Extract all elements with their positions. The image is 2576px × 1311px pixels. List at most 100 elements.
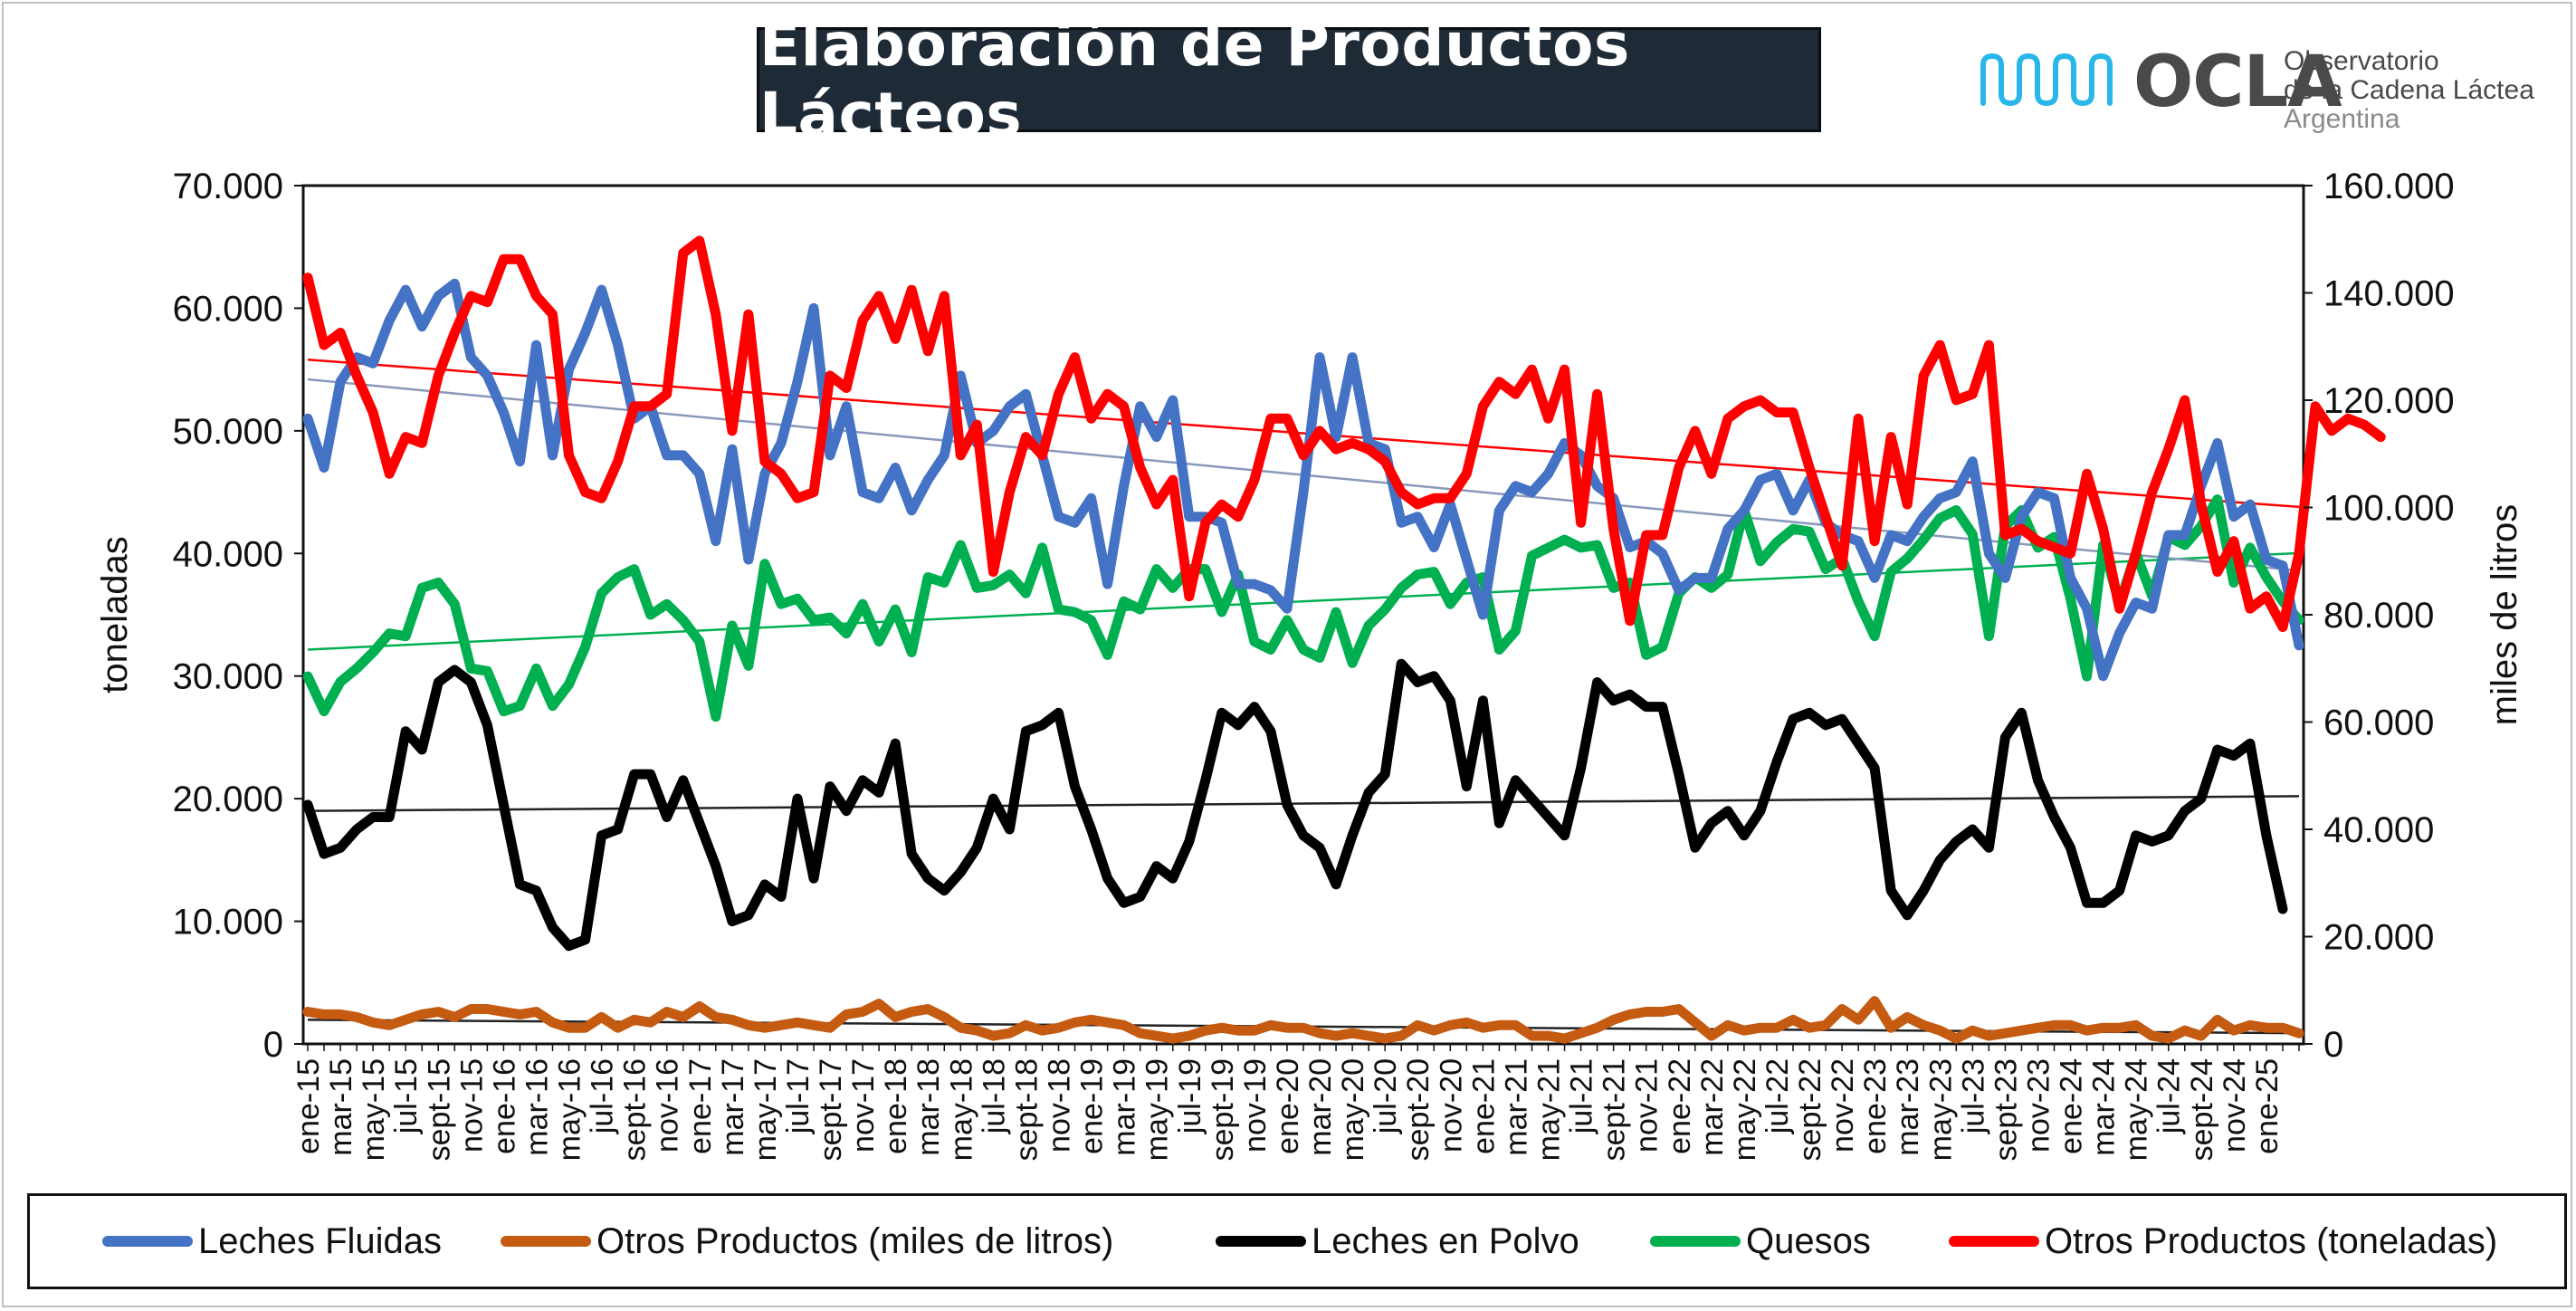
- x-tick-label: nov-18: [1043, 1058, 1077, 1153]
- x-tick-label: mar-17: [716, 1058, 750, 1156]
- x-tick-label: jul-20: [1369, 1058, 1403, 1134]
- y-left-tick-label: 20.000: [173, 780, 283, 819]
- x-tick-label: ene-16: [487, 1058, 521, 1154]
- y-left-tick-label: 30.000: [173, 657, 283, 697]
- y-right-tick-label: 140.000: [2323, 274, 2455, 314]
- y-right-tick-label: 80.000: [2323, 596, 2434, 636]
- x-tick-label: nov-17: [846, 1058, 881, 1153]
- logo-line-1: Observatorio: [2284, 46, 2439, 76]
- x-tick-label: may-23: [1923, 1058, 1958, 1161]
- x-tick-label: nov-23: [2021, 1058, 2056, 1153]
- x-tick-label: ene-17: [683, 1058, 718, 1154]
- x-tick-label: mar-22: [1695, 1058, 1730, 1156]
- y-right-tick-label: 0: [2323, 1025, 2343, 1065]
- x-tick-label: sept-22: [1793, 1058, 1827, 1161]
- x-tick-label: sept-18: [1009, 1058, 1044, 1161]
- y-left-tick-label: 40.000: [173, 534, 283, 574]
- legend-item: Otros Productos (toneladas): [1949, 1196, 2497, 1287]
- x-tick-label: jul-23: [1956, 1058, 1990, 1134]
- x-tick-label: jul-16: [586, 1058, 620, 1134]
- legend-item: Quesos: [1650, 1196, 1871, 1287]
- x-tick-label: jul-21: [1565, 1058, 1599, 1134]
- legend-label: Leches Fluidas: [198, 1220, 443, 1261]
- x-tick-label: may-18: [944, 1058, 978, 1161]
- x-tick-label: may-24: [2120, 1058, 2154, 1161]
- y-right-tick-label: 120.000: [2323, 381, 2455, 421]
- series-line-otros-productos-miles-de-litros-: [302, 996, 2304, 1044]
- logo-line-3: Argentina: [2284, 104, 2400, 134]
- y-left-tick-label: 50.000: [173, 412, 283, 452]
- x-tick-label: sept-23: [1989, 1058, 2023, 1161]
- legend-swatch: [1216, 1236, 1306, 1247]
- x-tick-label: nov-19: [1238, 1058, 1273, 1153]
- trendline-quesos: [307, 551, 2300, 651]
- y-right-tick-label: 40.000: [2323, 810, 2434, 850]
- x-tick-label: ene-20: [1271, 1058, 1305, 1154]
- x-tick-label: jul-18: [977, 1058, 1011, 1134]
- x-tick-label: ene-15: [291, 1058, 326, 1154]
- legend-label: Leches en Polvo: [1312, 1220, 1579, 1261]
- series-line-otros-productos-toneladas-: [302, 235, 2386, 632]
- legend-swatch: [1949, 1236, 2039, 1247]
- x-tick-label: ene-23: [1858, 1058, 1893, 1154]
- legend-item: Leches en Polvo: [1216, 1196, 1579, 1287]
- x-tick-label: may-17: [749, 1058, 783, 1161]
- x-tick-label: may-20: [1336, 1058, 1370, 1161]
- x-tick-label: nov-24: [2218, 1058, 2252, 1153]
- x-tick-label: may-15: [357, 1058, 391, 1161]
- y-right-tick-label: 20.000: [2323, 918, 2434, 958]
- y-right-tick-label: 160.000: [2323, 167, 2455, 206]
- legend: Leches Fluidas Otros Productos (miles de …: [27, 1193, 2567, 1289]
- y-axis-left-label: toneladas: [95, 536, 135, 693]
- logo-subtitle: Observatorio de la Cadena Láctea Argenti…: [2284, 47, 2534, 134]
- series-line-quesos: [302, 494, 2304, 722]
- x-tick-label: ene-19: [1075, 1058, 1110, 1154]
- x-tick-label: sept-21: [1598, 1058, 1632, 1161]
- y-left-tick-label: 10.000: [173, 903, 283, 943]
- x-tick-label: nov-15: [454, 1058, 489, 1153]
- series-line-leches-fluidas: [302, 278, 2304, 682]
- legend-label: Otros Productos (miles de litros): [596, 1220, 1114, 1261]
- x-tick-label: jul-15: [389, 1058, 424, 1134]
- logo-line-2: de la Cadena Láctea: [2284, 75, 2534, 105]
- x-tick-label: nov-22: [1826, 1058, 1860, 1153]
- x-tick-label: mar-24: [2087, 1058, 2122, 1156]
- x-tick-label: mar-20: [1303, 1058, 1338, 1156]
- y-left-tick-label: 70.000: [173, 167, 283, 206]
- x-tick-label: may-21: [1531, 1058, 1566, 1161]
- x-tick-label: jul-24: [2152, 1058, 2187, 1134]
- y-left-tick-label: 0: [263, 1025, 283, 1065]
- x-tick-label: sept-20: [1401, 1058, 1436, 1161]
- trendline-leches-en-polvo: [307, 795, 2300, 812]
- milk-wave-logo-icon: [1980, 53, 2113, 107]
- x-tick-label: nov-21: [1630, 1058, 1665, 1153]
- x-tick-label: jul-17: [781, 1058, 816, 1134]
- legend-label: Otros Productos (toneladas): [2045, 1220, 2498, 1261]
- legend-swatch: [102, 1236, 193, 1247]
- legend-item: Leches Fluidas: [102, 1196, 442, 1287]
- x-tick-label: mar-16: [520, 1058, 554, 1156]
- plot-area: [301, 184, 2305, 1046]
- y-right-tick-label: 100.000: [2323, 489, 2455, 529]
- x-tick-label: mar-15: [324, 1058, 358, 1156]
- x-tick-label: may-16: [553, 1058, 587, 1161]
- x-tick-label: mar-19: [1108, 1058, 1142, 1156]
- x-tick-label: may-19: [1140, 1058, 1175, 1161]
- x-tick-label: mar-23: [1891, 1058, 1925, 1156]
- y-axis-right-label: miles de litros: [2485, 504, 2524, 726]
- series-line-leches-en-polvo: [302, 658, 2288, 952]
- x-tick-label: may-22: [1728, 1058, 1762, 1161]
- x-tick-label: sept-17: [814, 1058, 848, 1161]
- x-tick-label: sept-24: [2185, 1058, 2219, 1161]
- x-tick-label: sept-19: [1206, 1058, 1240, 1161]
- legend-label: Quesos: [1746, 1220, 1871, 1261]
- legend-swatch: [501, 1236, 591, 1247]
- trendline-otros-productos-toneladas-: [307, 359, 2300, 509]
- x-tick-label: ene-22: [1663, 1058, 1697, 1154]
- y-right-tick-label: 60.000: [2323, 703, 2434, 743]
- x-tick-label: ene-21: [1466, 1058, 1501, 1154]
- x-tick-label: ene-18: [879, 1058, 913, 1154]
- legend-item: Otros Productos (miles de litros): [501, 1196, 1113, 1287]
- x-tick-label: sept-15: [422, 1058, 456, 1161]
- axes: 0 10.000 20.000 30.000 40.000 50.000 60.000 70.…: [173, 167, 2455, 1161]
